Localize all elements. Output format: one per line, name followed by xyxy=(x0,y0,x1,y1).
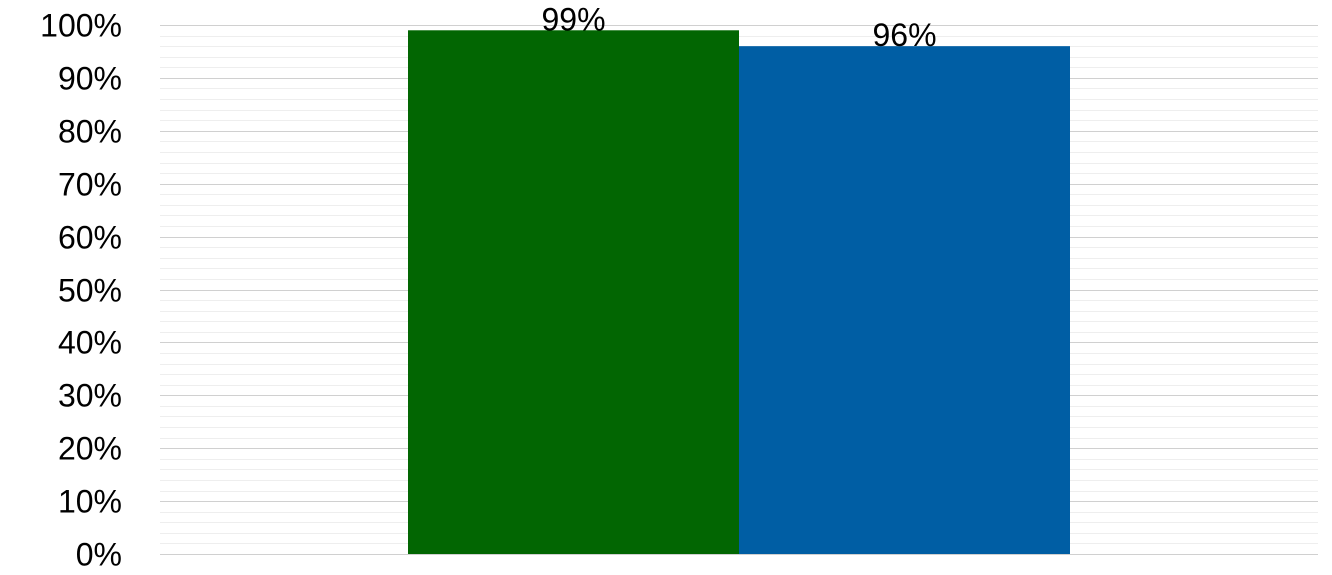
data-labels: 99% 96% xyxy=(541,1,936,53)
y-tick-label: 60% xyxy=(58,220,122,256)
y-tick-label: 90% xyxy=(58,61,122,97)
bar-data-label: 96% xyxy=(872,17,936,53)
bar-data-label: 99% xyxy=(541,1,605,37)
y-tick-label: 20% xyxy=(58,431,122,467)
y-tick-label: 0% xyxy=(76,537,122,573)
y-tick-label: 100% xyxy=(40,8,122,44)
y-tick-label: 10% xyxy=(58,484,122,520)
y-tick-label: 30% xyxy=(58,378,122,414)
bars xyxy=(408,30,1070,555)
y-axis-tick-labels: 0% 10% 20% 30% 40% 50% 60% 70% 80% 90% 100% xyxy=(40,8,122,573)
bar xyxy=(739,46,1070,554)
bar xyxy=(408,30,739,555)
y-tick-label: 50% xyxy=(58,273,122,309)
y-tick-label: 40% xyxy=(58,325,122,361)
y-tick-label: 80% xyxy=(58,114,122,150)
y-tick-label: 70% xyxy=(58,167,122,203)
